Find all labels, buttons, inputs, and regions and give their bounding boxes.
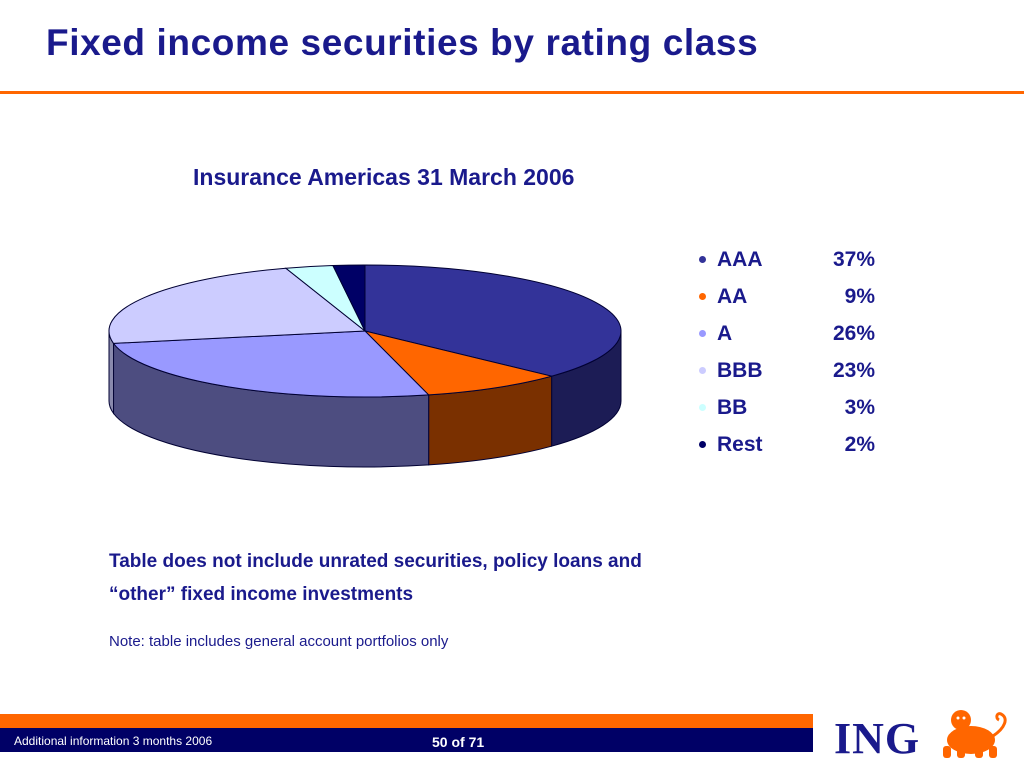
legend-item-rest: Rest 2% xyxy=(697,433,897,470)
page-number: 50 of 71 xyxy=(432,734,485,750)
legend-label: AA xyxy=(717,285,748,308)
legend-item-bbb: BBB 23% xyxy=(697,359,897,396)
pie-side-bbb xyxy=(108,330,115,415)
ing-logo-text: ING xyxy=(834,714,921,763)
legend-label: Rest xyxy=(717,433,763,456)
slide-title: Fixed income securities by rating class xyxy=(46,22,759,63)
legend-value: 2% xyxy=(844,433,875,456)
footnote-line-1: Table does not include unrated securitie… xyxy=(109,551,642,572)
legend-value: 26% xyxy=(832,322,875,345)
legend-label: AAA xyxy=(717,248,763,271)
legend-item-bb: BB 3% xyxy=(697,396,897,433)
legend-bullet-icon xyxy=(699,404,706,411)
legend-value: 3% xyxy=(844,396,875,419)
chart-legend: AAA 37% AA 9% A 26% BBB 23% BB 3% Rest 2% xyxy=(697,248,897,470)
legend-item-a: A 26% xyxy=(697,322,897,359)
legend-bullet-icon xyxy=(699,293,706,300)
legend-bullet-icon xyxy=(699,441,706,448)
footer-orange-bar xyxy=(0,714,813,728)
note-text: Note: table includes general account por… xyxy=(109,633,449,650)
legend-label: A xyxy=(717,322,733,345)
pie-slice-a xyxy=(112,330,430,398)
legend-bullet-icon xyxy=(699,367,706,374)
pie-slice-aa xyxy=(363,330,554,396)
legend-bullet-icon xyxy=(699,330,706,337)
pie-slice-aaa xyxy=(364,264,622,377)
legend-value: 23% xyxy=(832,359,875,382)
chart-title: Insurance Americas 31 March 2006 xyxy=(193,164,575,190)
title-divider xyxy=(0,91,1024,94)
legend-label: BB xyxy=(717,396,748,419)
footnote-line-2: “other” fixed income investments xyxy=(109,584,414,605)
pie-slice-bbb xyxy=(108,267,367,344)
footnote: Table does not include unrated securitie… xyxy=(109,545,809,611)
footer-navy-bar xyxy=(0,728,813,752)
legend-item-aa: AA 9% xyxy=(697,285,897,322)
legend-item-aaa: AAA 37% xyxy=(697,248,897,285)
legend-value: 37% xyxy=(832,248,875,271)
legend-value: 9% xyxy=(844,285,875,308)
legend-label: BBB xyxy=(717,359,763,382)
lion-logo-icon xyxy=(943,710,1007,758)
footer-caption: Additional information 3 months 2006 xyxy=(14,734,213,748)
legend-bullet-icon xyxy=(699,256,706,263)
pie-slice-rest xyxy=(332,264,366,332)
